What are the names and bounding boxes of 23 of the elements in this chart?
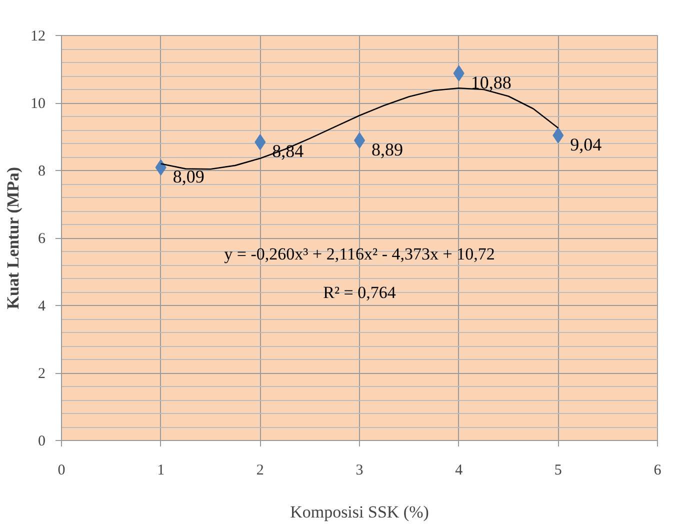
data-label: 9,04	[570, 134, 602, 154]
x-tick-label: 2	[256, 462, 264, 478]
y-tick-label: 8	[38, 164, 46, 180]
annotation: R² = 0,764	[323, 283, 396, 302]
data-label: 8,84	[272, 141, 304, 162]
y-axis-title: Kuat Lentur (MPa)	[4, 167, 22, 310]
x-tick-label: 4	[455, 462, 464, 478]
x-tick-label: 3	[356, 462, 364, 478]
y-tick-label: 6	[38, 231, 46, 247]
y-tick-label: 0	[38, 434, 46, 450]
y-tick-label: 2	[38, 366, 46, 382]
x-tick-label: 0	[58, 462, 66, 478]
x-axis-title: Komposisi SSK (%)	[290, 502, 429, 522]
data-label: 10,88	[470, 72, 512, 92]
x-tick-label: 6	[654, 462, 662, 478]
y-tick-label: 12	[30, 28, 46, 44]
y-tick-label: 4	[38, 298, 46, 314]
data-label: 8,09	[172, 166, 204, 186]
data-label: 8,89	[372, 139, 403, 160]
x-tick-label: 1	[157, 462, 165, 478]
y-tick-label: 10	[30, 96, 46, 112]
x-tick-label: 5	[554, 462, 562, 478]
annotation: y = -0,260x³ + 2,116x² - 4,373x + 10,72	[224, 244, 495, 264]
